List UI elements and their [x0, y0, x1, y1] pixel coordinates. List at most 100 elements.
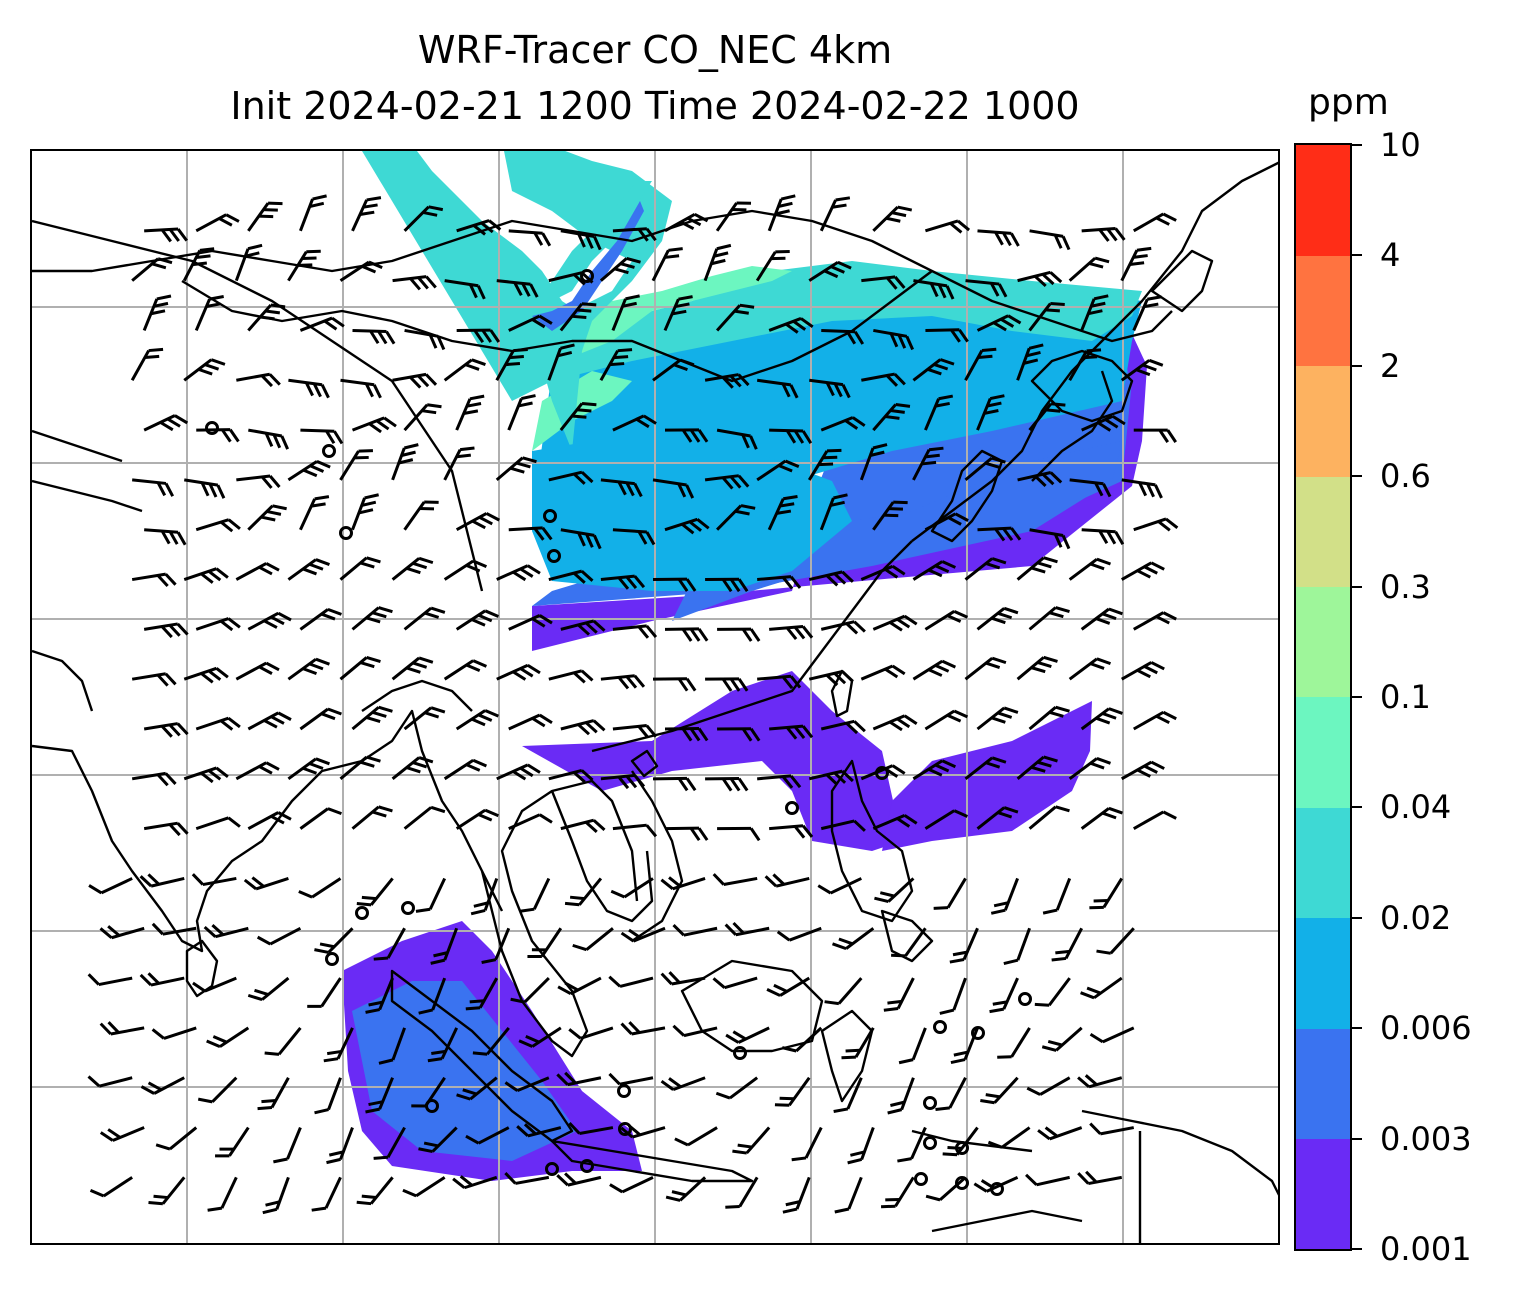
wind-barb-staff — [98, 976, 133, 987]
wind-barb — [942, 1126, 979, 1157]
wind-barb-feather — [564, 1172, 577, 1185]
wind-barb — [507, 394, 536, 431]
wind-barb — [508, 713, 553, 731]
wind-barb-feather — [472, 758, 488, 768]
wind-barb-feather — [266, 509, 282, 516]
colorbar-segment — [1296, 807, 1350, 919]
wind-barb-staff — [976, 607, 1006, 631]
wind-barb-feather — [312, 194, 327, 201]
wind-barb-feather — [363, 203, 378, 209]
wind-barb-feather — [366, 755, 381, 763]
wind-barb-staff — [1081, 226, 1116, 233]
wind-barb — [195, 617, 241, 632]
wind-barb-feather — [272, 504, 287, 511]
coastline — [361, 679, 473, 712]
wind-barb-feather — [1150, 760, 1165, 770]
wind-barb — [1077, 1170, 1123, 1186]
wind-barb-feather — [418, 1147, 433, 1154]
wind-barb-feather — [216, 484, 226, 499]
wind-barb-feather — [465, 763, 481, 772]
wind-barb-feather — [219, 719, 234, 731]
wind-barb-feather — [934, 664, 950, 673]
wind-barb — [560, 619, 606, 636]
wind-barb-feather — [1082, 355, 1098, 360]
wind-barb-staff — [600, 478, 635, 486]
wind-barb-staff — [808, 769, 843, 781]
wind-barb — [1041, 1026, 1083, 1052]
wind-barb-feather — [1158, 429, 1169, 443]
wind-barb-staff — [183, 766, 217, 781]
wind-barb-feather — [576, 308, 592, 313]
wind-barb-staff — [496, 663, 529, 681]
wind-barb-feather — [99, 1131, 114, 1142]
wind-barb-staff — [1049, 1126, 1083, 1141]
wind-barb — [1133, 428, 1177, 443]
wind-barb-feather — [277, 711, 292, 721]
wind-barb — [1121, 478, 1163, 499]
wind-barb-staff — [339, 260, 370, 282]
wind-barb-feather — [424, 611, 440, 619]
wind-barb-staff — [631, 1026, 666, 1036]
coastline — [480, 779, 639, 1058]
wind-barb — [964, 756, 1007, 780]
wind-barb-feather — [198, 367, 213, 376]
wind-barb-feather — [481, 329, 493, 343]
wind-barb-staff — [1102, 1026, 1135, 1044]
wind-barb-feather — [884, 667, 899, 679]
wind-barb-feather — [211, 923, 225, 936]
wind-barb — [1089, 877, 1124, 910]
wind-barb-staff — [391, 756, 421, 780]
wind-barb-feather — [1096, 757, 1111, 765]
wind-barb-feather — [516, 1125, 529, 1138]
wind-barb-staff — [1093, 976, 1123, 1000]
wind-barb-feather — [833, 1107, 849, 1113]
wind-barb-feather — [456, 1093, 471, 1101]
wind-barb-feather — [409, 277, 421, 291]
wind-barb-feather — [270, 615, 285, 626]
colorbar-tick — [1352, 696, 1362, 698]
wind-barb-feather — [817, 884, 832, 895]
wind-barb-staff — [1029, 528, 1064, 537]
calm-wind-circle — [933, 1020, 947, 1034]
wind-barb-feather — [781, 1046, 797, 1053]
wind-barb-staff — [611, 298, 627, 332]
wind-barb-feather — [1037, 661, 1052, 668]
wind-barb-feather — [1037, 760, 1052, 768]
wind-barb-staff — [795, 1026, 823, 1053]
wind-barb — [194, 294, 224, 332]
wind-barb-feather — [741, 433, 750, 449]
wind-barb-feather — [418, 556, 434, 565]
wind-barb — [824, 977, 863, 1006]
wind-barb-staff — [1109, 927, 1135, 955]
wind-barb — [299, 707, 342, 731]
wind-barb — [443, 446, 475, 481]
wind-barb-feather — [327, 807, 342, 816]
wind-barb-staff — [845, 927, 875, 950]
wind-barb-feather — [997, 1055, 1012, 1059]
wind-barb-feather — [617, 676, 630, 690]
wind-barb-staff — [523, 977, 550, 1004]
coastline — [32, 219, 484, 592]
wind-barb — [725, 1176, 759, 1209]
wind-barb-feather — [689, 827, 701, 842]
wind-barb-feather — [320, 712, 336, 721]
wind-barb — [340, 378, 382, 399]
wind-barb-feather — [837, 260, 852, 270]
wind-barb-staff — [872, 205, 899, 232]
wind-barb-feather — [164, 772, 177, 785]
wind-barb — [339, 260, 383, 282]
colorbar-segment — [1296, 1028, 1350, 1140]
wind-barb-staff — [820, 416, 854, 432]
wind-barb-feather — [580, 669, 594, 682]
wind-barb-staff — [819, 199, 837, 232]
wind-barb-feather — [921, 460, 937, 466]
wind-barb-feather — [721, 777, 733, 792]
wind-barb — [939, 977, 967, 1015]
wind-barb-staff — [247, 504, 274, 531]
wind-barb — [87, 973, 133, 987]
wind-barb — [949, 927, 979, 964]
wind-barb-feather — [87, 973, 100, 986]
wind-barb-feather — [477, 813, 493, 822]
map-canvas — [32, 151, 1278, 1243]
wind-barb — [456, 219, 502, 236]
